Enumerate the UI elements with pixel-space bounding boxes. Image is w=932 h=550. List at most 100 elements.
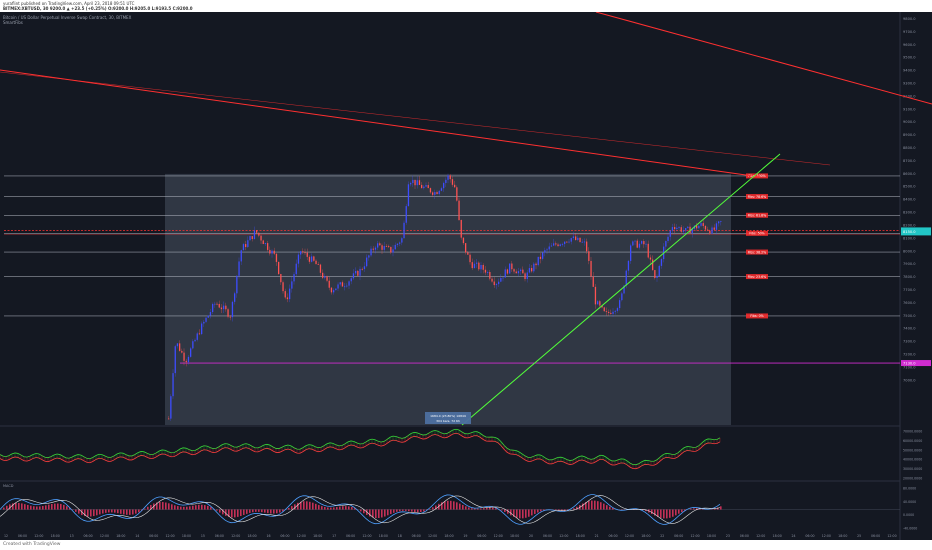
candle-body[interactable] <box>465 243 467 253</box>
candle-body[interactable] <box>311 256 313 262</box>
candle-body[interactable] <box>201 323 203 335</box>
macd-histogram-bar[interactable] <box>321 506 323 510</box>
candle-body[interactable] <box>218 303 220 308</box>
candle-body[interactable] <box>601 305 603 308</box>
macd-histogram-bar[interactable] <box>237 509 239 517</box>
macd-histogram-bar[interactable] <box>714 508 716 510</box>
candle-body[interactable] <box>198 333 201 335</box>
macd-histogram-bar[interactable] <box>207 505 209 510</box>
macd-histogram-bar[interactable] <box>102 509 104 514</box>
macd-histogram-bar[interactable] <box>378 509 380 518</box>
macd-histogram-bar[interactable] <box>372 509 374 518</box>
descending-trendline-secondary[interactable] <box>0 71 831 166</box>
candle-body[interactable] <box>572 236 575 239</box>
candle-body[interactable] <box>698 225 700 229</box>
candle-body[interactable] <box>335 288 337 291</box>
candle-body[interactable] <box>605 311 608 312</box>
candle-body[interactable] <box>344 286 346 288</box>
macd-histogram-bar[interactable] <box>684 509 686 511</box>
macd-histogram-bar[interactable] <box>495 508 497 510</box>
macd-histogram-bar[interactable] <box>351 507 353 510</box>
candle-body[interactable] <box>504 269 506 278</box>
candle-body[interactable] <box>528 268 531 273</box>
macd-histogram-bar[interactable] <box>162 502 164 510</box>
candle-body[interactable] <box>506 269 509 274</box>
macd-histogram-bar[interactable] <box>78 509 80 514</box>
candle-body[interactable] <box>700 223 702 226</box>
candle-body[interactable] <box>379 243 381 246</box>
candle-body[interactable] <box>704 226 707 230</box>
macd-histogram-bar[interactable] <box>591 500 593 510</box>
candle-body[interactable] <box>236 275 238 294</box>
candle-body[interactable] <box>403 222 405 239</box>
macd-histogram-bar[interactable] <box>279 509 281 513</box>
candle-body[interactable] <box>172 373 174 397</box>
candle-body[interactable] <box>392 249 394 253</box>
candle-body[interactable] <box>434 192 436 195</box>
macd-histogram-bar[interactable] <box>333 507 335 510</box>
macd-histogram-bar[interactable] <box>561 509 563 511</box>
candle-body[interactable] <box>660 259 663 266</box>
macd-histogram-bar[interactable] <box>408 509 410 512</box>
candle-body[interactable] <box>491 278 493 282</box>
candle-body[interactable] <box>583 241 586 243</box>
macd-histogram-bar[interactable] <box>342 506 344 510</box>
macd-histogram-bar[interactable] <box>666 509 668 519</box>
candle-body[interactable] <box>654 270 656 278</box>
macd-histogram-bar[interactable] <box>66 506 68 510</box>
macd-histogram-bar[interactable] <box>147 506 149 510</box>
candle-body[interactable] <box>570 238 572 242</box>
macd-histogram-bar[interactable] <box>309 501 311 510</box>
candle-body[interactable] <box>341 282 344 287</box>
candle-body[interactable] <box>181 350 183 353</box>
candle-body[interactable] <box>207 315 209 318</box>
candle-body[interactable] <box>405 206 407 223</box>
candle-body[interactable] <box>669 230 671 237</box>
candle-body[interactable] <box>652 259 654 271</box>
candle-body[interactable] <box>436 192 438 195</box>
macd-histogram-bar[interactable] <box>642 509 644 511</box>
candle-body[interactable] <box>357 270 359 276</box>
candle-body[interactable] <box>203 321 205 324</box>
candle-body[interactable] <box>216 303 218 305</box>
macd-histogram-bar[interactable] <box>6 505 8 510</box>
candle-body[interactable] <box>355 270 357 274</box>
macd-histogram-bar[interactable] <box>486 507 488 510</box>
candle-body[interactable] <box>322 272 324 278</box>
candle-body[interactable] <box>590 260 592 277</box>
macd-histogram-bar[interactable] <box>462 504 464 510</box>
macd-histogram-bar[interactable] <box>612 508 614 510</box>
candle-body[interactable] <box>537 256 539 266</box>
macd-histogram-bar[interactable] <box>672 509 674 517</box>
macd-histogram-bar[interactable] <box>246 509 248 514</box>
candle-body[interactable] <box>603 307 605 312</box>
candle-body[interactable] <box>223 305 225 310</box>
candle-body[interactable] <box>300 251 302 255</box>
macd-histogram-bar[interactable] <box>585 502 587 510</box>
macd-histogram-bar[interactable] <box>183 506 185 510</box>
candle-body[interactable] <box>401 238 403 243</box>
macd-histogram-bar[interactable] <box>135 509 137 514</box>
macd-histogram-bar[interactable] <box>399 509 401 512</box>
macd-histogram-bar[interactable] <box>483 508 485 510</box>
candle-body[interactable] <box>315 260 317 265</box>
macd-histogram-bar[interactable] <box>363 509 365 514</box>
macd-histogram-bar[interactable] <box>249 509 251 513</box>
candle-body[interactable] <box>302 251 304 253</box>
candle-body[interactable] <box>517 271 520 274</box>
candle-body[interactable] <box>368 255 370 258</box>
macd-histogram-bar[interactable] <box>297 502 299 510</box>
candle-body[interactable] <box>229 316 231 318</box>
macd-histogram-bar[interactable] <box>537 509 539 513</box>
macd-histogram-bar[interactable] <box>264 509 266 513</box>
macd-histogram-bar[interactable] <box>453 501 455 510</box>
macd-histogram-bar[interactable] <box>234 509 236 518</box>
candle-body[interactable] <box>350 278 352 282</box>
candle-body[interactable] <box>205 317 207 322</box>
macd-histogram-bar[interactable] <box>63 504 65 510</box>
candle-body[interactable] <box>258 232 260 236</box>
candle-body[interactable] <box>687 226 689 229</box>
macd-histogram-bar[interactable] <box>159 502 161 510</box>
candle-body[interactable] <box>366 257 368 267</box>
candle-body[interactable] <box>564 241 566 244</box>
